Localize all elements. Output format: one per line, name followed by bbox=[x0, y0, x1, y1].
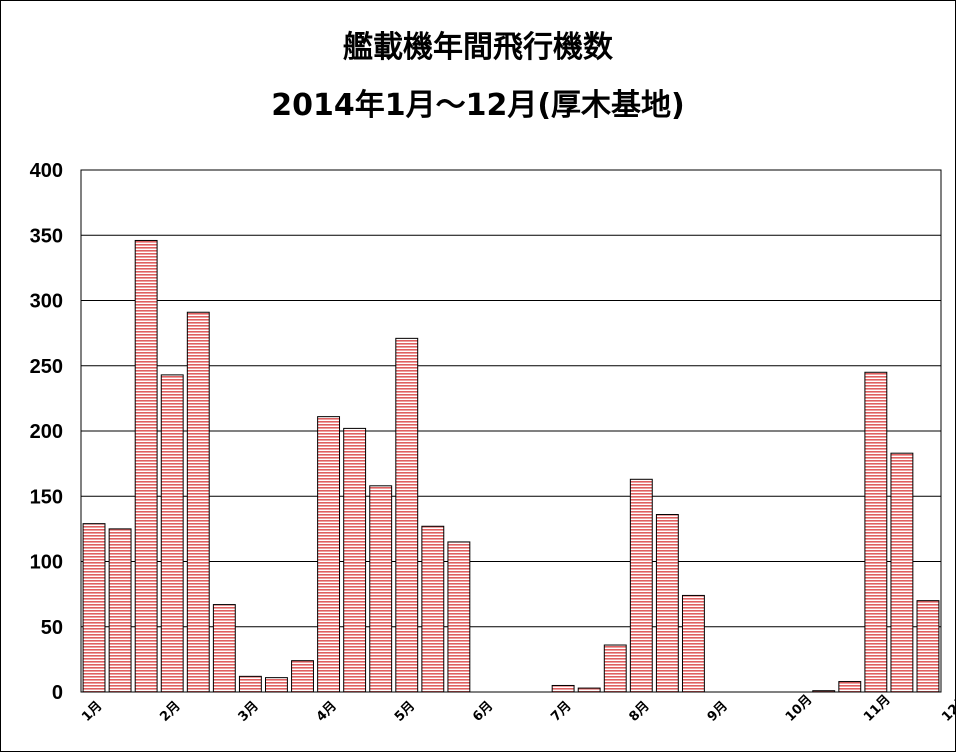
bar bbox=[186, 311, 210, 693]
bar bbox=[577, 687, 601, 693]
bar bbox=[395, 337, 419, 693]
y-tick-label: 0 bbox=[52, 682, 63, 704]
x-tick-label: 8月 bbox=[626, 699, 652, 725]
x-tick-label: 2月 bbox=[157, 699, 183, 725]
x-tick-label: 7月 bbox=[548, 699, 574, 725]
bar bbox=[317, 416, 341, 693]
x-tick-label: 3月 bbox=[236, 699, 262, 725]
bar bbox=[160, 374, 184, 693]
y-tick-label: 350 bbox=[30, 225, 63, 247]
y-tick-label: 100 bbox=[30, 552, 63, 574]
bar bbox=[343, 427, 367, 693]
bar bbox=[291, 660, 314, 693]
bar bbox=[369, 485, 393, 693]
bar bbox=[864, 371, 888, 693]
y-tick-label: 300 bbox=[30, 291, 63, 313]
bar bbox=[838, 681, 862, 693]
x-axis-ticks: 1月 2月 3月 4月 5月 6月 7月 8月 9月 10月 11月 12月 bbox=[79, 692, 955, 725]
x-tick-label: 12月 bbox=[939, 692, 955, 725]
bars bbox=[82, 239, 940, 693]
x-tick-label: 11月 bbox=[861, 692, 894, 725]
bar bbox=[655, 514, 679, 693]
bar bbox=[421, 525, 445, 693]
bar bbox=[212, 604, 236, 693]
y-tick-label: 150 bbox=[30, 486, 63, 508]
bar bbox=[629, 478, 653, 693]
bar bbox=[603, 644, 627, 693]
plot-area-border bbox=[80, 169, 942, 693]
x-tick-label: 10月 bbox=[783, 692, 816, 725]
y-tick-label: 250 bbox=[30, 356, 63, 378]
bar bbox=[108, 528, 132, 693]
chart-subtitle: 2014年1月～12月(厚木基地) bbox=[271, 88, 685, 123]
x-tick-label: 4月 bbox=[314, 699, 340, 725]
x-tick-label: 6月 bbox=[470, 699, 496, 725]
bar bbox=[447, 541, 471, 693]
y-axis-ticks: 0 50 100 150 200 250 300 350 400 bbox=[30, 160, 63, 704]
bar bbox=[551, 684, 575, 693]
chart-title: 艦載機年間飛行機数 bbox=[343, 30, 614, 65]
bar bbox=[890, 452, 914, 693]
y-tick-label: 400 bbox=[30, 160, 63, 182]
grid-lines bbox=[81, 169, 941, 693]
bar bbox=[134, 239, 158, 693]
bar bbox=[238, 675, 262, 693]
bar bbox=[82, 523, 106, 693]
bar bbox=[681, 594, 705, 693]
x-tick-label: 1月 bbox=[79, 699, 105, 725]
bar bbox=[265, 677, 288, 693]
x-tick-label: 5月 bbox=[392, 699, 418, 725]
y-tick-label: 50 bbox=[41, 617, 63, 639]
x-tick-label: 9月 bbox=[705, 699, 731, 725]
bar bbox=[916, 600, 940, 693]
y-tick-label: 200 bbox=[30, 421, 63, 443]
